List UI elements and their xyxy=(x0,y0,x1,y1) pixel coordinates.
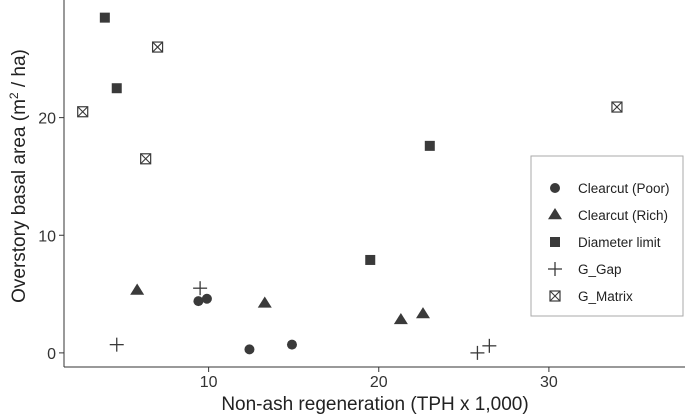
data-point xyxy=(193,296,204,307)
x-tick-label: 30 xyxy=(540,374,558,391)
y-tick-label: 10 xyxy=(38,228,56,245)
legend-label: Clearcut (Poor) xyxy=(578,181,670,196)
legend-label: Diameter limit xyxy=(578,235,661,250)
y-tick-label: 20 xyxy=(38,111,56,128)
data-point xyxy=(393,312,408,325)
data-point xyxy=(611,101,623,113)
y-tick-label: 0 xyxy=(47,346,56,363)
data-point xyxy=(193,281,208,296)
legend: Clearcut (Poor) Clearcut (Rich) Diameter l… xyxy=(530,155,684,317)
legend-box xyxy=(530,155,684,317)
x-tick-label: 10 xyxy=(200,374,218,391)
legend-marker xyxy=(550,237,560,247)
data-point xyxy=(365,254,376,265)
data-point xyxy=(424,140,435,151)
legend-marker xyxy=(548,208,562,220)
y-axis-title-sup: 2 xyxy=(7,92,21,99)
axis-ticks: 10 20 30 0 10 20 xyxy=(38,111,558,391)
legend-marker xyxy=(550,183,560,193)
data-point xyxy=(99,12,110,23)
data-point xyxy=(286,339,297,350)
data-point xyxy=(244,344,255,355)
data-point xyxy=(151,41,164,53)
y-axis-title-main: Overstory basal area (m xyxy=(9,99,30,303)
legend-label: G_Matrix xyxy=(578,289,633,304)
y-axis-title: Overstory basal area (m2 / ha) xyxy=(7,49,30,303)
axes xyxy=(63,0,685,368)
legend-label: G_Gap xyxy=(578,262,622,277)
x-axis-title: Non-ash regeneration (TPH x 1,000) xyxy=(221,394,528,415)
data-point xyxy=(130,283,145,295)
data-point xyxy=(109,337,124,352)
x-tick-label: 20 xyxy=(370,374,388,391)
legend-label: Clearcut (Rich) xyxy=(578,208,668,223)
data-point xyxy=(257,296,272,308)
data-point xyxy=(77,106,89,118)
data-point xyxy=(201,293,212,304)
data-point xyxy=(415,307,430,319)
data-point xyxy=(470,345,485,360)
data-point xyxy=(140,153,152,165)
data-point xyxy=(111,83,122,94)
y-axis-title-tail: / ha) xyxy=(9,49,30,92)
data-points xyxy=(77,12,623,360)
legend-marker xyxy=(548,262,562,276)
legend-marker xyxy=(549,290,561,302)
data-point xyxy=(482,338,497,353)
